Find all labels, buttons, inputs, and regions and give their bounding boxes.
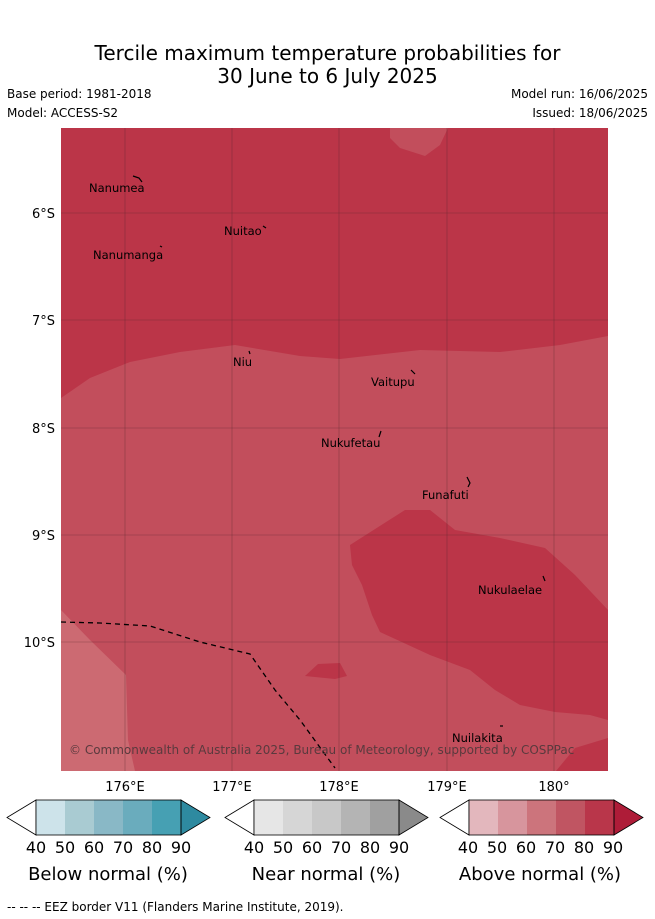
legend-extend-low bbox=[439, 799, 470, 836]
island-marks bbox=[132, 175, 546, 727]
eez-border bbox=[60, 621, 336, 769]
place-nuitao: Nuitao bbox=[224, 224, 262, 238]
graticule bbox=[61, 128, 608, 771]
legend-tick: 90 bbox=[602, 838, 624, 857]
legend-swatch bbox=[527, 800, 556, 835]
lat-label: 8°S bbox=[32, 422, 55, 437]
zone-above-80-corner bbox=[556, 738, 608, 771]
legend-swatch bbox=[94, 800, 123, 835]
zone-above-60-70 bbox=[61, 610, 135, 771]
lat-label: 6°S bbox=[32, 207, 55, 222]
legend-tick: 60 bbox=[301, 838, 323, 857]
lat-label: 7°S bbox=[32, 314, 55, 329]
map-title-line1: Tercile maximum temperature probabilitie… bbox=[94, 41, 561, 65]
place-labels: Nanumea Nuitao Nanumanga Niu Vaitupu Nuk… bbox=[89, 181, 542, 745]
place-nanumea: Nanumea bbox=[89, 181, 145, 195]
place-nanumanga: Nanumanga bbox=[93, 248, 163, 262]
legend-above-label: Above normal (%) bbox=[458, 864, 622, 885]
legend-swatch bbox=[36, 800, 65, 835]
legend-frame bbox=[253, 799, 400, 836]
legend-swatch bbox=[312, 800, 341, 835]
legend-tick: 80 bbox=[359, 838, 381, 857]
lon-label: 178°E bbox=[319, 780, 359, 795]
legend-near-label: Near normal (%) bbox=[251, 864, 401, 885]
legend-swatch bbox=[469, 800, 498, 835]
base-period: Base period: 1981-2018 bbox=[7, 87, 152, 101]
legend-tick: 50 bbox=[272, 838, 294, 857]
legend-extend-high bbox=[398, 799, 429, 836]
place-niu: Niu bbox=[233, 355, 252, 369]
zone-above-80-southeast bbox=[350, 510, 608, 720]
legend-swatch bbox=[341, 800, 370, 835]
legend-frame bbox=[468, 799, 615, 836]
legend-tick: 50 bbox=[54, 838, 76, 857]
lat-label: 9°S bbox=[32, 529, 55, 544]
legend-tick: 70 bbox=[330, 838, 352, 857]
legend-tick: 50 bbox=[486, 838, 508, 857]
legend-swatch bbox=[283, 800, 312, 835]
legend-swatch bbox=[152, 800, 181, 835]
legend-below-label: Below normal (%) bbox=[28, 864, 188, 885]
legend-swatch bbox=[65, 800, 94, 835]
legend-swatch bbox=[556, 800, 585, 835]
legend-swatch bbox=[370, 800, 399, 835]
legend-tick: 80 bbox=[573, 838, 595, 857]
legend-tick: 70 bbox=[112, 838, 134, 857]
issued-date: Issued: 18/06/2025 bbox=[532, 106, 648, 120]
place-nukufetau: Nukufetau bbox=[321, 436, 380, 450]
legend-extend-high bbox=[613, 799, 644, 836]
place-nuilakita: Nuilakita bbox=[452, 731, 503, 745]
model-run: Model run: 16/06/2025 bbox=[510, 87, 648, 101]
legend-swatch bbox=[498, 800, 527, 835]
legend-frame bbox=[35, 799, 182, 836]
lat-label: 10°S bbox=[24, 636, 55, 651]
zone-small-top bbox=[390, 128, 448, 156]
lon-label: 176°E bbox=[105, 780, 145, 795]
copyright-text: © Commonwealth of Australia 2025, Bureau… bbox=[69, 743, 574, 757]
legend-tick: 60 bbox=[515, 838, 537, 857]
map-title-line2: 30 June to 6 July 2025 bbox=[217, 64, 438, 88]
legend-tick: 80 bbox=[141, 838, 163, 857]
place-funafuti: Funafuti bbox=[422, 488, 469, 502]
legend-extend-high bbox=[180, 799, 211, 836]
lon-labels: 176°E 177°E 178°E 179°E 180° bbox=[105, 780, 569, 795]
legend-tick: 60 bbox=[83, 838, 105, 857]
zone-above-80-top bbox=[61, 128, 608, 398]
place-vaitupu: Vaitupu bbox=[371, 375, 415, 389]
legend-extend-low bbox=[224, 799, 255, 836]
legend-tick: 40 bbox=[243, 838, 265, 857]
legend-tick: 40 bbox=[25, 838, 47, 857]
lon-label: 180° bbox=[538, 780, 569, 795]
lon-label: 177°E bbox=[212, 780, 252, 795]
legend-extend-low bbox=[6, 799, 37, 836]
legend-tick: 90 bbox=[388, 838, 410, 857]
legend-swatch bbox=[254, 800, 283, 835]
model-name: Model: ACCESS-S2 bbox=[7, 106, 119, 120]
legend-tick: 40 bbox=[457, 838, 479, 857]
lon-label: 179°E bbox=[427, 780, 467, 795]
place-nukulaelae: Nukulaelae bbox=[478, 583, 542, 597]
legend-colorbars bbox=[6, 799, 644, 836]
lat-labels: 6°S 7°S 8°S 9°S 10°S bbox=[24, 207, 55, 651]
legend-swatch bbox=[585, 800, 614, 835]
legend-swatch bbox=[123, 800, 152, 835]
legend-tick: 90 bbox=[170, 838, 192, 857]
eez-footnote: -- -- -- EEZ border V11 (Flanders Marine… bbox=[7, 900, 344, 914]
zone-small-south bbox=[305, 663, 347, 679]
legend-tick: 70 bbox=[544, 838, 566, 857]
